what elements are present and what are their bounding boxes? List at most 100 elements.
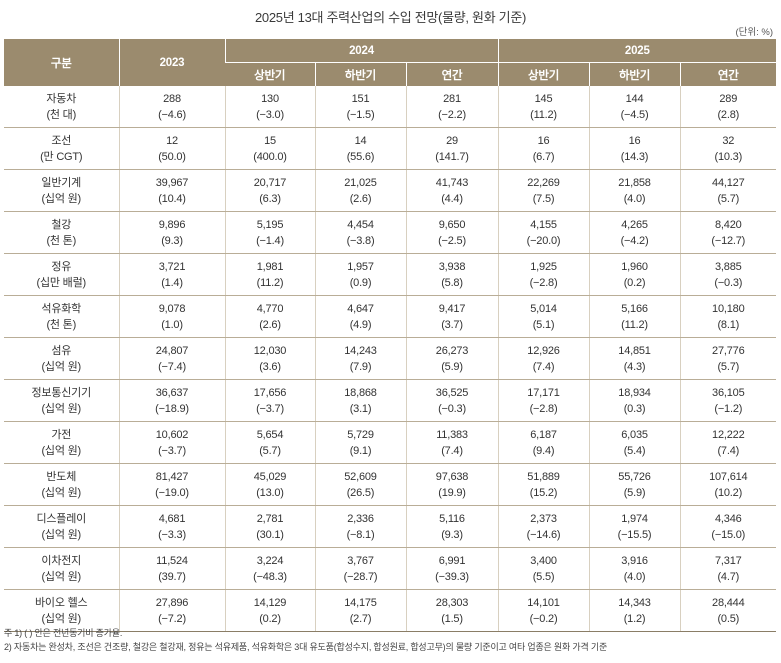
row-unit: (만 CGT) [40,150,83,163]
table-cell: 27,896 (−7.2) [118,589,225,632]
table-cell: 51,889 (15.2) [497,463,590,506]
table-cell: 14,851 (4.3) [588,337,681,380]
cell-value: 2,336 [347,512,374,525]
cell-value: 2,781 [256,512,284,525]
row-name: 가전 [51,428,72,441]
cell-value: 1,981 [256,260,284,273]
table-cell: 27,776 (5.7) [679,337,777,380]
cell-value: 28,303 [435,596,469,609]
cell-value: 1,960 [621,260,648,273]
cell-value: 12,030 [253,344,287,357]
cell-value: 281 [443,92,461,105]
row-label: 섬유 (십억 원) [4,337,119,380]
row-name: 철강 [51,218,72,231]
cell-value: 22,269 [527,176,560,189]
cell-value: 17,656 [253,386,287,399]
cell-value: 2,373 [530,512,557,525]
cell-value: 14,851 [618,344,651,357]
cell-value: 1,925 [530,260,557,273]
table-cell: 288 (−4.6) [118,86,225,128]
row-label: 석유화학 (천 톤) [4,295,119,338]
table-cell: 2,336 (−8.1) [314,505,406,548]
unit-label: (단위: %) [735,27,773,38]
table-row: 석유화학 (천 톤) 9,078 (1.0) 4,770 (2.6) 4,647 (4.9) 9… [4,295,777,338]
row-name: 정보통신기기 [31,386,92,399]
header-2025-annual: 연간 [679,62,777,86]
cell-value: 14,101 [527,596,560,609]
table-row: 정유 (십만 배럴) 3,721 (1.4) 1,981 (11.2) 1,957 (0.9)… [4,253,777,296]
cell-growth-rate: (1.2) [623,612,646,625]
table-cell: 17,656 (−3.7) [224,379,315,422]
cell-value: 3,224 [256,554,284,567]
cell-growth-rate: (−2.8) [529,276,558,289]
table-cell: 14,175 (2.7) [314,589,406,632]
cell-growth-rate: (−8.1) [346,528,375,541]
table-cell: 24,807 (−7.4) [118,337,225,380]
table-cell: 10,180 (8.1) [679,295,777,338]
table-cell: 9,417 (3.7) [405,295,499,338]
table-row: 철강 (천 톤) 9,896 (9.3) 5,195 (−1.4) 4,454 (−3.8) 9… [4,211,777,254]
cell-growth-rate: (10.2) [714,486,743,499]
table-cell: 5,166 (11.2) [588,295,681,338]
cell-growth-rate: (2.6) [349,192,372,205]
table-cell: 14 (55.6) [314,127,406,170]
cell-growth-rate: (1.0) [161,318,183,331]
cell-growth-rate: (9.3) [441,528,463,541]
table-cell: 3,885 (−0.3) [679,253,777,296]
row-label: 디스플레이 (십억 원) [4,505,119,548]
cell-value: 18,934 [618,386,651,399]
table-cell: 18,868 (3.1) [314,379,406,422]
cell-growth-rate: (19.9) [438,486,466,499]
cell-value: 9,078 [158,302,186,315]
cell-growth-rate: (4.7) [717,570,740,583]
row-label: 가전 (십억 원) [4,421,119,464]
cell-value: 130 [261,92,279,105]
table-cell: 2,781 (30.1) [224,505,315,548]
row-name: 조선 [51,134,72,147]
header-2024-h2: 하반기 [314,62,406,86]
cell-growth-rate: (−48.3) [253,570,287,583]
cell-growth-rate: (39.7) [158,570,186,583]
cell-value: 1,957 [347,260,374,273]
cell-growth-rate: (−3.3) [158,528,186,541]
cell-value: 3,400 [530,554,557,567]
row-name: 바이오 헬스 [35,596,88,609]
cell-growth-rate: (−4.5) [620,108,649,121]
cell-growth-rate: (0.9) [349,276,372,289]
table-cell: 11,524 (39.7) [118,547,225,590]
table-cell: 145 (11.2) [497,86,590,128]
cell-growth-rate: (−2.5) [438,234,466,247]
table-cell: 289 (2.8) [679,86,777,128]
table-cell: 4,346 (−15.0) [679,505,777,548]
table-cell: 28,303 (1.5) [405,589,499,632]
cell-value: 3,885 [715,260,742,273]
header-2024: 2024 [224,39,499,63]
row-unit: (십억 원) [41,444,82,457]
cell-growth-rate: (−2.2) [438,108,466,121]
table-cell: 4,647 (4.9) [314,295,406,338]
cell-growth-rate: (−15.0) [711,528,746,541]
import-forecast-table: 구분 2023 2024 2025 상반기 하반기 연간 상반기 하반기 연간 … [4,39,777,632]
cell-value: 21,858 [618,176,651,189]
cell-value: 8,420 [715,218,742,231]
table-cell: 6,991 (−39.3) [405,547,499,590]
cell-value: 10,602 [155,428,189,441]
cell-value: 14 [354,134,367,147]
cell-growth-rate: (−4.6) [158,108,186,121]
table-cell: 5,195 (−1.4) [224,211,315,254]
row-label: 일반기계 (십억 원) [4,169,119,212]
table-cell: 39,967 (10.4) [118,169,225,212]
cell-value: 44,127 [712,176,745,189]
table-cell: 18,934 (0.3) [588,379,681,422]
table-cell: 2,373 (−14.6) [497,505,590,548]
table-cell: 144 (−4.5) [588,86,681,128]
row-name: 섬유 [51,344,72,357]
cell-value: 36,525 [435,386,469,399]
cell-value: 151 [351,92,370,105]
row-label: 조선 (만 CGT) [4,127,119,170]
table-cell: 36,525 (−0.3) [405,379,499,422]
table-cell: 36,637 (−18.9) [118,379,225,422]
row-unit: (십억 원) [41,192,82,205]
table-cell: 12 (50.0) [118,127,225,170]
table-cell: 6,035 (5.4) [588,421,681,464]
